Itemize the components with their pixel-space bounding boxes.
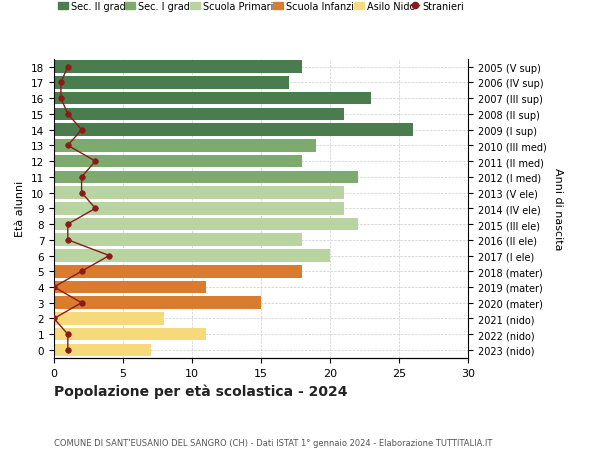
Legend: Sec. II grado, Sec. I grado, Scuola Primaria, Scuola Infanzia, Asilo Nido, Stran: Sec. II grado, Sec. I grado, Scuola Prim…	[54, 0, 468, 16]
Bar	[54, 297, 261, 309]
Text: COMUNE DI SANT'EUSANIO DEL SANGRO (CH) - Dati ISTAT 1° gennaio 2024 - Elaborazio: COMUNE DI SANT'EUSANIO DEL SANGRO (CH) -…	[54, 438, 493, 447]
Text: Popolazione per età scolastica - 2024: Popolazione per età scolastica - 2024	[54, 383, 347, 398]
Y-axis label: Età alunni: Età alunni	[16, 181, 25, 237]
Y-axis label: Anni di nascita: Anni di nascita	[553, 168, 563, 250]
Bar	[54, 171, 358, 184]
Bar	[54, 156, 302, 168]
Bar	[54, 187, 344, 199]
Bar	[54, 250, 330, 262]
Bar	[54, 61, 302, 74]
Bar	[54, 124, 413, 137]
Bar	[54, 140, 316, 152]
Bar	[54, 344, 151, 357]
Bar	[54, 234, 302, 246]
Bar	[54, 108, 344, 121]
Bar	[54, 281, 206, 294]
Bar	[54, 328, 206, 341]
Bar	[54, 77, 289, 90]
Bar	[54, 313, 164, 325]
Bar	[54, 93, 371, 105]
Bar	[54, 265, 302, 278]
Bar	[54, 202, 344, 215]
Bar	[54, 218, 358, 231]
